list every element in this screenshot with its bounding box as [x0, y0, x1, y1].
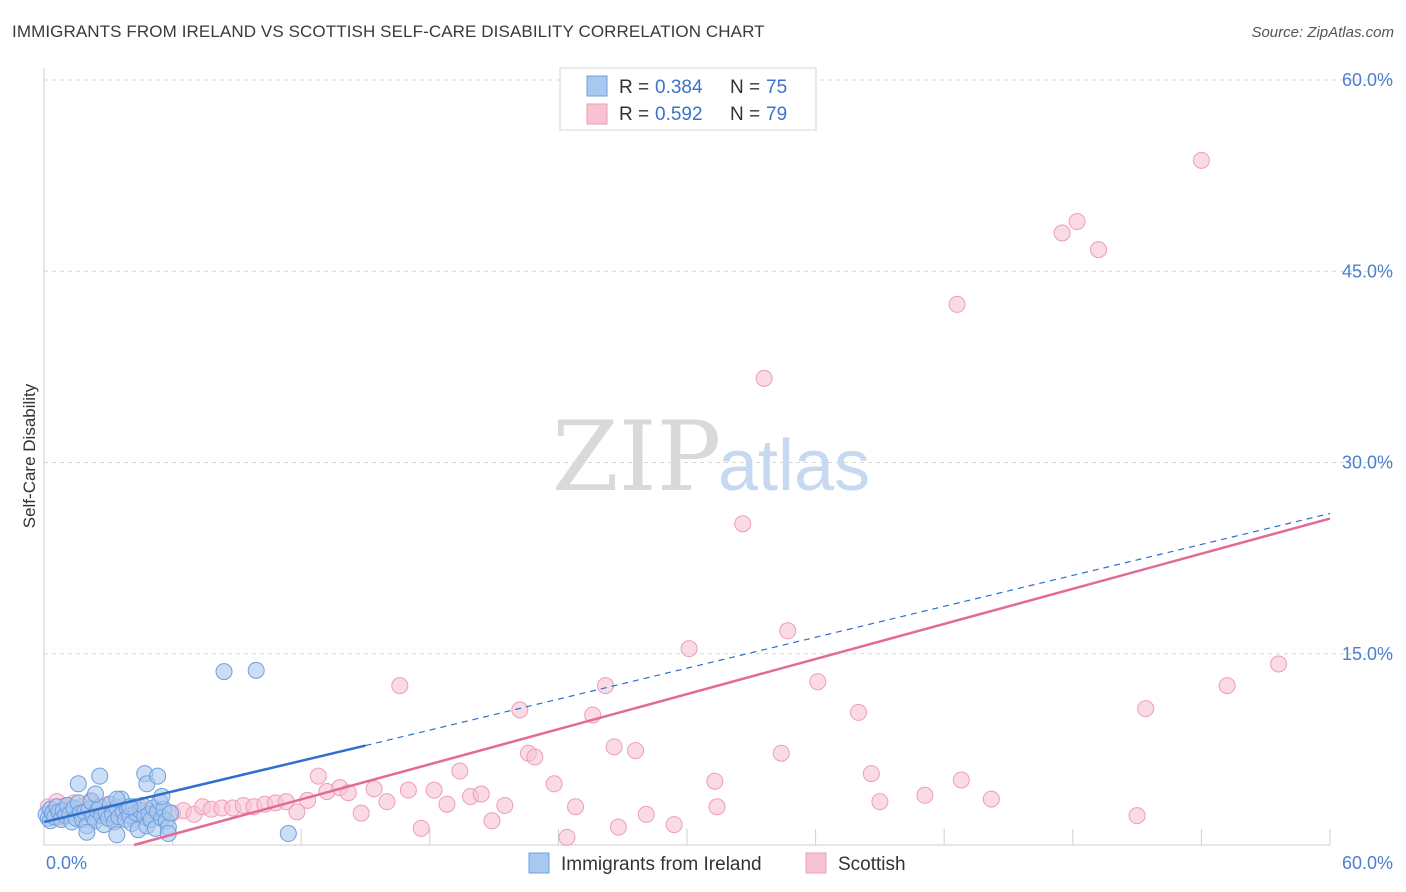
scottish-point-47 [399, 781, 417, 799]
y-tick-labels: 15.0% 30.0% 45.0% 60.0% [1342, 70, 1393, 664]
scottish-point-59 [545, 775, 563, 793]
y-tick-label-0: 15.0% [1342, 644, 1393, 664]
scottish-point-89 [1192, 151, 1210, 169]
scottish-point-69 [680, 640, 698, 658]
ireland-point-67 [149, 767, 167, 785]
legend-n-value-scottish: 79 [766, 104, 787, 125]
scottish-point-85 [1068, 213, 1086, 231]
ireland-point-74 [279, 825, 297, 843]
scottish-point-86 [1090, 241, 1108, 259]
x-tick-labels: 0.0% 60.0% [46, 853, 1393, 873]
scottish-point-43 [352, 804, 370, 822]
scottish-point-67 [637, 805, 655, 823]
scottish-trendline [133, 517, 1331, 847]
scottish-point-49 [425, 781, 443, 799]
y-tick-label-2: 45.0% [1342, 261, 1393, 281]
scottish-point-75 [779, 622, 797, 640]
ireland-point-73 [247, 661, 265, 679]
legend-box: R = 0.384 N = 75 R = 0.592 N = 79 [559, 67, 817, 131]
scottish-point-78 [862, 765, 880, 783]
x-tick-label-1: 60.0% [1342, 853, 1393, 873]
bottom-legend-swatch-scottish [805, 852, 827, 874]
bottom-legend-swatch-ireland [528, 852, 550, 874]
scottish-point-83 [982, 790, 1000, 808]
scottish-point-65 [609, 818, 627, 836]
watermark-atlas: atlas [718, 426, 870, 506]
x-axis-ticks [43, 829, 1331, 845]
watermark: ZIP atlas [552, 401, 870, 513]
ireland-point-72 [215, 663, 233, 681]
ireland-trendline-solid [43, 744, 366, 824]
scottish-point-84 [1053, 224, 1071, 242]
scottish-point-44 [365, 780, 383, 798]
legend-swatch-scottish [586, 103, 608, 125]
scottish-point-61 [567, 798, 585, 816]
scottish-point-39 [309, 767, 327, 785]
watermark-zip: ZIP [552, 401, 721, 513]
bottom-legend: Immigrants from Ireland Scottish [528, 852, 906, 875]
legend-r-label-ireland: R = [619, 77, 649, 98]
trendlines [43, 512, 1331, 847]
scottish-point-56 [511, 701, 529, 719]
scottish-point-82 [952, 771, 970, 789]
y-tick-label-1: 30.0% [1342, 453, 1393, 473]
legend-r-value-scottish: 0.592 [655, 104, 703, 125]
scottish-point-66 [627, 742, 645, 760]
scottish-point-77 [849, 703, 867, 721]
ireland-point-62 [86, 785, 104, 803]
scottish-point-90 [1218, 677, 1236, 695]
bottom-legend-label-scottish: Scottish [838, 854, 906, 875]
scottish-point-63 [597, 677, 615, 695]
scottish-point-51 [451, 762, 469, 780]
scottish-point-88 [1137, 700, 1155, 718]
ireland-trendline-dashed [365, 512, 1331, 747]
scottish-point-71 [708, 798, 726, 816]
legend-n-value-ireland: 75 [766, 77, 787, 98]
scottish-point-80 [916, 786, 934, 804]
scottish-point-46 [391, 677, 409, 695]
scottish-point-45 [378, 793, 396, 811]
scottish-point-50 [438, 795, 456, 813]
legend-n-label-ireland: N = [730, 77, 760, 98]
ireland-point-69 [78, 823, 96, 841]
scottish-point-76 [809, 673, 827, 691]
scottish-point-64 [605, 738, 623, 756]
scottish-point-60 [558, 828, 576, 846]
scottish-point-48 [412, 819, 430, 837]
scottish-point-81 [948, 295, 966, 313]
y-tick-label-3: 60.0% [1342, 70, 1393, 90]
gridlines [44, 79, 1392, 655]
scottish-point-54 [483, 812, 501, 830]
scottish-point-73 [755, 369, 773, 387]
ireland-point-59 [161, 804, 179, 822]
scottish-point-91 [1270, 655, 1288, 673]
scottish-point-53 [472, 785, 490, 803]
legend-n-label-scottish: N = [730, 104, 760, 125]
scottish-point-79 [871, 793, 889, 811]
scottish-point-70 [706, 772, 724, 790]
scottish-point-68 [665, 816, 683, 834]
bottom-legend-label-ireland: Immigrants from Ireland [561, 854, 762, 875]
scottish-point-74 [772, 744, 790, 762]
ireland-points [37, 661, 297, 844]
scottish-point-58 [526, 748, 544, 766]
ireland-point-60 [69, 775, 87, 793]
legend-r-value-ireland: 0.384 [655, 77, 703, 98]
source-label: Source: ZipAtlas.com [1251, 24, 1394, 41]
legend-swatch-ireland [586, 75, 608, 97]
scottish-point-55 [496, 796, 514, 814]
scottish-point-87 [1128, 807, 1146, 825]
scottish-point-37 [288, 803, 306, 821]
scottish-point-72 [734, 515, 752, 533]
ireland-point-70 [108, 826, 126, 844]
chart-title: IMMIGRANTS FROM IRELAND VS SCOTTISH SELF… [12, 22, 765, 41]
y-axis-label: Self-Care Disability [20, 383, 39, 528]
ireland-point-61 [91, 767, 109, 785]
legend-r-label-scottish: R = [619, 104, 649, 125]
x-tick-label-0: 0.0% [46, 853, 87, 873]
